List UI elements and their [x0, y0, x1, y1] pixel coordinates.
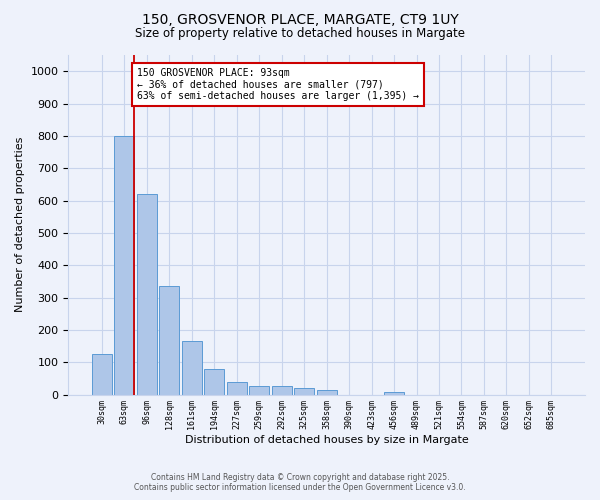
Bar — [272, 386, 292, 394]
Bar — [317, 390, 337, 394]
Bar — [384, 392, 404, 394]
Text: 150, GROSVENOR PLACE, MARGATE, CT9 1UY: 150, GROSVENOR PLACE, MARGATE, CT9 1UY — [142, 12, 458, 26]
Bar — [159, 286, 179, 395]
Bar — [182, 341, 202, 394]
Bar — [204, 368, 224, 394]
Bar — [114, 136, 134, 394]
Bar — [137, 194, 157, 394]
Text: 150 GROSVENOR PLACE: 93sqm
← 36% of detached houses are smaller (797)
63% of sem: 150 GROSVENOR PLACE: 93sqm ← 36% of deta… — [137, 68, 419, 101]
Bar — [249, 386, 269, 394]
Bar — [227, 382, 247, 394]
Bar — [92, 354, 112, 395]
Text: Contains HM Land Registry data © Crown copyright and database right 2025.
Contai: Contains HM Land Registry data © Crown c… — [134, 473, 466, 492]
Y-axis label: Number of detached properties: Number of detached properties — [15, 137, 25, 312]
Bar — [294, 388, 314, 394]
X-axis label: Distribution of detached houses by size in Margate: Distribution of detached houses by size … — [185, 435, 469, 445]
Text: Size of property relative to detached houses in Margate: Size of property relative to detached ho… — [135, 28, 465, 40]
